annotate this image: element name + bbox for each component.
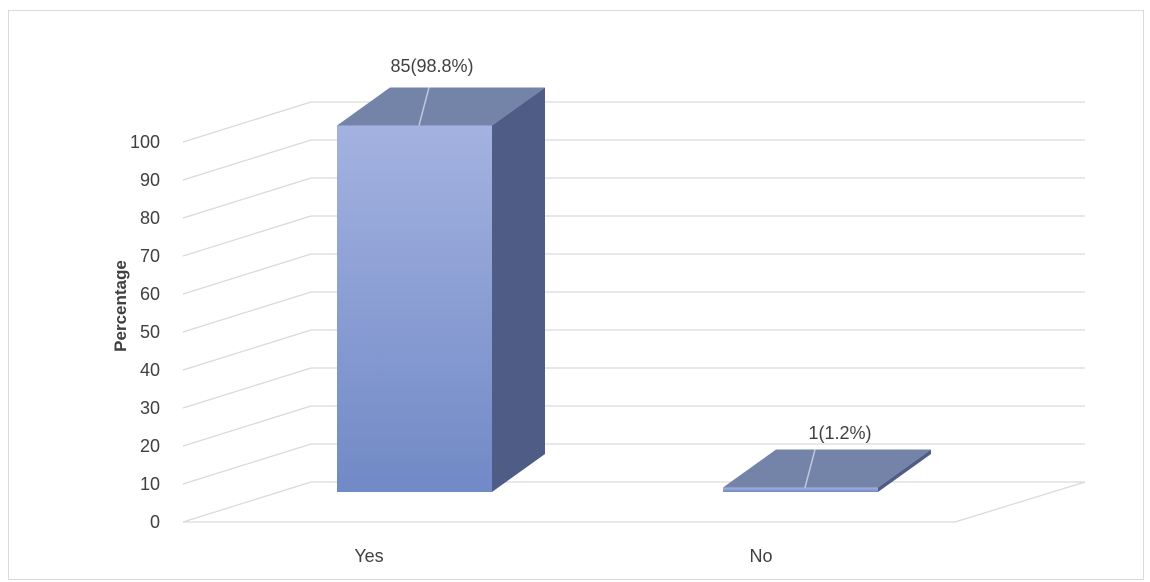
y-axis-title: Percentage: [111, 260, 130, 352]
gridline-side: [182, 101, 312, 143]
y-tick-label: 50: [140, 322, 160, 342]
gridline-side: [182, 329, 312, 371]
y-tick-label: 30: [140, 398, 160, 418]
chart-area: [8, 10, 1144, 580]
gridline-side: [182, 177, 312, 219]
y-tick-label: 0: [150, 512, 160, 532]
data-labels: 85(98.8%) 1(1.2%): [390, 56, 871, 443]
x-axis-categories: Yes No: [354, 546, 772, 566]
y-tick-label: 20: [140, 436, 160, 456]
y-tick-label: 80: [140, 208, 160, 228]
bar-top-face: [723, 449, 931, 488]
y-tick-label: 60: [140, 284, 160, 304]
y-tick-label: 70: [140, 246, 160, 266]
data-label-leader: [804, 449, 816, 488]
bar-side-face: [878, 449, 931, 492]
bar-side-face: [492, 87, 545, 493]
gridline-side: [182, 253, 312, 295]
data-label: 1(1.2%): [808, 423, 871, 443]
gridline-side: [182, 481, 312, 523]
x-category-label: Yes: [354, 546, 383, 566]
gridline-side: [182, 139, 312, 181]
x-category-label: No: [749, 546, 772, 566]
bar-top-face: [337, 87, 545, 126]
bar-yes: [337, 87, 545, 493]
gridlines: [182, 101, 1086, 523]
y-tick-label: 100: [130, 132, 160, 152]
y-axis-ticks: 0 10 20 30 40 50 60 70 80 90 100: [130, 132, 160, 532]
floor-right-edge: [954, 481, 1086, 523]
gridline-side: [182, 405, 312, 447]
gridline-side: [182, 215, 312, 257]
bar-front-face: [723, 487, 878, 492]
bars: [337, 87, 931, 493]
gridline-side: [182, 367, 312, 409]
y-tick-label: 90: [140, 170, 160, 190]
gridline-side: [182, 291, 312, 333]
data-label: 85(98.8%): [390, 56, 473, 76]
bar-no: [723, 449, 931, 492]
y-tick-label: 40: [140, 360, 160, 380]
gridline-side: [182, 443, 312, 485]
bar-front-face: [337, 125, 492, 493]
y-tick-label: 10: [140, 474, 160, 494]
data-label-leader: [418, 87, 430, 126]
